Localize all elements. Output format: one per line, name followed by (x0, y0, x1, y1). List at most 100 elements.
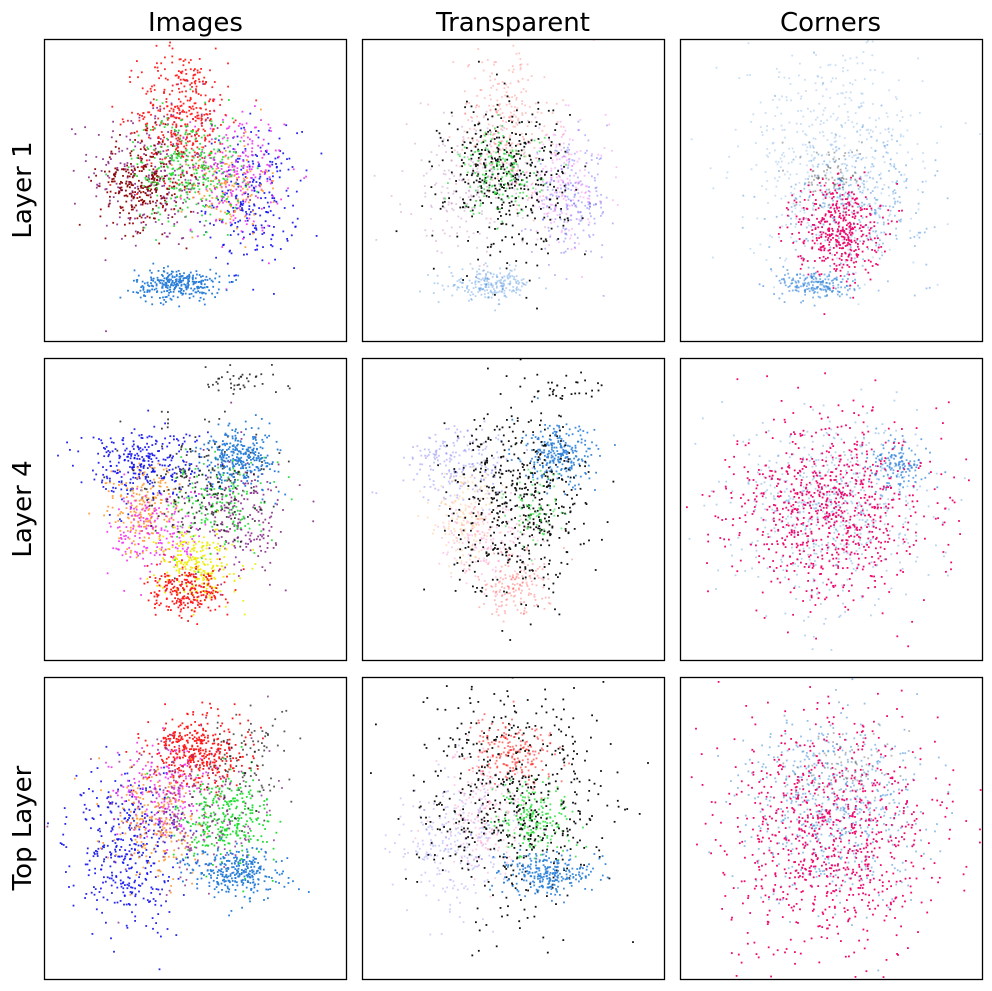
scatter-point (490, 282, 493, 285)
scatter-point (830, 144, 832, 147)
scatter-point (234, 130, 236, 133)
scatter-point (557, 195, 560, 198)
scatter-point (251, 210, 254, 213)
scatter-point (206, 279, 209, 281)
scatter-point (501, 285, 503, 288)
scatter-point (550, 227, 553, 230)
scatter-point (849, 203, 852, 206)
scatter-point (859, 105, 862, 108)
scatter-point (560, 208, 562, 210)
scatter-point (128, 222, 131, 225)
scatter-point (183, 111, 185, 113)
scatter-point (448, 266, 451, 268)
scatter-point (596, 157, 598, 159)
scatter-point (783, 173, 786, 176)
scatter-point (604, 113, 607, 116)
scatter-point (499, 280, 502, 283)
scatter-point (517, 166, 520, 168)
scatter-point (536, 171, 539, 173)
scatter-point (829, 167, 832, 170)
scatter-point (544, 134, 547, 137)
scatter-point (238, 185, 241, 187)
scatter-point (848, 287, 851, 290)
scatter-point (483, 163, 486, 166)
scatter-point (790, 191, 793, 194)
scatter-point (202, 174, 205, 177)
scatter-point (268, 262, 270, 265)
scatter-point (170, 278, 172, 281)
scatter-point (130, 208, 133, 211)
scatter-point (237, 207, 240, 209)
scatter-point (181, 184, 184, 186)
scatter-point (450, 202, 453, 205)
scatter-point (902, 135, 905, 138)
scatter-point (484, 131, 487, 134)
scatter-point (811, 170, 814, 173)
scatter-point (524, 172, 527, 174)
scatter-point (483, 195, 485, 198)
scatter-point (165, 101, 168, 103)
scatter-point (185, 150, 188, 152)
scatter-point (838, 197, 841, 200)
scatter-point (139, 296, 142, 299)
scatter-point (224, 163, 226, 165)
scatter-point (176, 157, 179, 160)
scatter-point (157, 70, 159, 72)
scatter-point (564, 237, 567, 240)
scatter-point (568, 148, 570, 151)
scatter-point (466, 131, 469, 134)
scatter-point (258, 163, 260, 166)
scatter-point (501, 276, 504, 278)
scatter-point (168, 278, 170, 281)
scatter-point (166, 203, 168, 205)
scatter-point (575, 218, 578, 220)
scatter-point (536, 151, 539, 154)
scatter-point (539, 147, 542, 150)
scatter-point (126, 175, 129, 178)
scatter-point (489, 129, 491, 132)
scatter-point (459, 153, 462, 156)
scatter-point (802, 130, 804, 133)
scatter-point (286, 239, 289, 242)
scatter-point (446, 210, 449, 213)
scatter-point (474, 281, 476, 284)
scatter-point (584, 165, 587, 168)
scatter-point (480, 185, 482, 188)
scatter-point (201, 125, 203, 127)
scatter-point (817, 153, 820, 156)
scatter-point (171, 145, 174, 147)
scatter-point (489, 291, 492, 293)
scatter-point (884, 144, 886, 147)
scatter-point (233, 182, 236, 185)
scatter-point (895, 227, 897, 230)
scatter-point (179, 277, 182, 280)
scatter-point (510, 269, 513, 272)
scatter-point (855, 160, 857, 162)
scatter-point (195, 132, 198, 134)
scatter-point (252, 232, 254, 235)
scatter-point (203, 303, 206, 306)
scatter-point (222, 121, 224, 124)
scatter-point (181, 293, 184, 296)
scatter-point (456, 280, 459, 283)
scatter-point (560, 164, 563, 167)
scatter-point (540, 183, 542, 186)
scatter-point (230, 161, 233, 164)
scatter-point (232, 148, 235, 150)
scatter-point (816, 75, 819, 77)
scatter-point (118, 147, 120, 150)
scatter-point (936, 142, 938, 144)
scatter-point (105, 330, 107, 333)
scatter-point (125, 170, 127, 173)
scatter-point (880, 231, 883, 234)
scatter-point (155, 184, 157, 186)
scatter-point (119, 134, 121, 136)
scatter-point (196, 71, 199, 74)
scatter-point (172, 171, 174, 174)
scatter-point (183, 277, 186, 279)
scatter-point (188, 140, 191, 143)
scatter-point (225, 154, 227, 157)
scatter-point (144, 202, 147, 205)
scatter-point (164, 156, 167, 159)
scatter-point (861, 191, 864, 194)
